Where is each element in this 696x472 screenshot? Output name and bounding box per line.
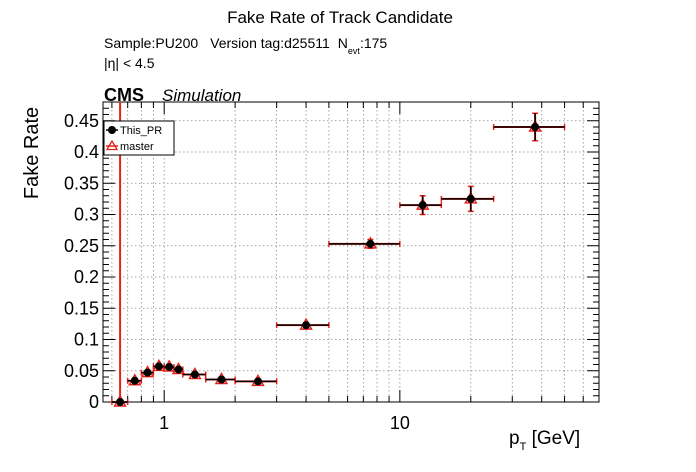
data-point-this-pr: [276, 321, 329, 330]
y-tick-label: 0.1: [74, 330, 99, 350]
this-pr-marker: [531, 123, 540, 131]
this-pr-marker: [116, 398, 125, 406]
legend-this-pr-label: This_PR: [120, 125, 162, 137]
info-nevt-symbol: N: [338, 35, 348, 51]
x-axis-label-main: p: [509, 428, 520, 449]
y-tick-label: 0.45: [64, 111, 99, 131]
y-tick-label: 0.4: [74, 142, 99, 162]
y-tick-label: 0.05: [64, 361, 99, 381]
this-pr-marker: [130, 376, 139, 385]
data-points: [111, 102, 566, 407]
info-line-2: |η| < 4.5: [104, 55, 155, 71]
legend: This_PR master: [103, 120, 175, 156]
x-tick-label: 10: [390, 413, 410, 433]
y-tick-label: 0.35: [64, 173, 99, 193]
this-pr-marker: [190, 370, 199, 379]
info-nevt-sub: evt: [348, 46, 361, 56]
this-pr-marker: [174, 365, 183, 374]
this-pr-marker: [302, 321, 311, 330]
data-point-this-pr: [111, 398, 128, 406]
cms-sublabel: Simulation: [162, 86, 241, 105]
y-tick-label: 0.15: [64, 298, 99, 318]
legend-master-marker: [105, 139, 119, 151]
x-axis-label-sub: T: [520, 441, 527, 453]
y-tick-label: 0: [89, 392, 99, 412]
data-point-this-pr: [399, 195, 442, 215]
y-axis-label: Fake Rate: [21, 107, 43, 199]
y-tick-label: 0.2: [74, 267, 99, 287]
x-axis-label: pT [GeV]: [509, 428, 580, 453]
this-pr-marker: [217, 375, 226, 384]
cms-label: CMS: [104, 85, 144, 105]
x-tick-label: 1: [159, 413, 169, 433]
data-point-this-pr: [164, 363, 174, 371]
data-point-this-pr: [205, 375, 236, 384]
legend-master-label: master: [120, 141, 154, 153]
data-point-this-pr: [493, 113, 565, 141]
data-point-this-pr: [153, 362, 165, 371]
data-point-this-pr: [173, 365, 183, 374]
tick-labels: 0 0.05 0.1 0.15 0.2 0.25 0.3 0.35 0.4 0.45 1 10: [64, 111, 410, 433]
legend-this-pr-marker: [108, 126, 116, 134]
this-pr-marker: [143, 368, 152, 377]
data-point-this-pr: [127, 376, 142, 385]
y-tick-label: 0.3: [74, 205, 99, 225]
data-point-this-pr: [441, 186, 494, 212]
data-point-this-pr: [141, 368, 154, 377]
data-point-this-pr: [328, 239, 400, 249]
this-pr-marker: [154, 362, 163, 371]
this-pr-marker: [165, 363, 174, 371]
this-pr-marker: [366, 239, 375, 248]
data-point-this-pr: [235, 377, 277, 386]
info-line-1: Sample:PU200 Version tag:d25511 Nevt:175: [104, 35, 387, 56]
x-axis-label-unit: [GeV]: [526, 428, 580, 449]
this-pr-marker: [466, 194, 475, 203]
info-sample: Sample:PU200: [104, 35, 198, 51]
info-version: Version tag:d25511: [210, 35, 330, 51]
this-pr-marker: [418, 201, 427, 210]
info-nevt-value: :175: [360, 35, 387, 51]
data-point-this-pr: [182, 370, 206, 379]
y-tick-label: 0.25: [64, 236, 99, 256]
chart-title: Fake Rate of Track Candidate: [227, 8, 453, 27]
this-pr-marker: [253, 377, 262, 386]
